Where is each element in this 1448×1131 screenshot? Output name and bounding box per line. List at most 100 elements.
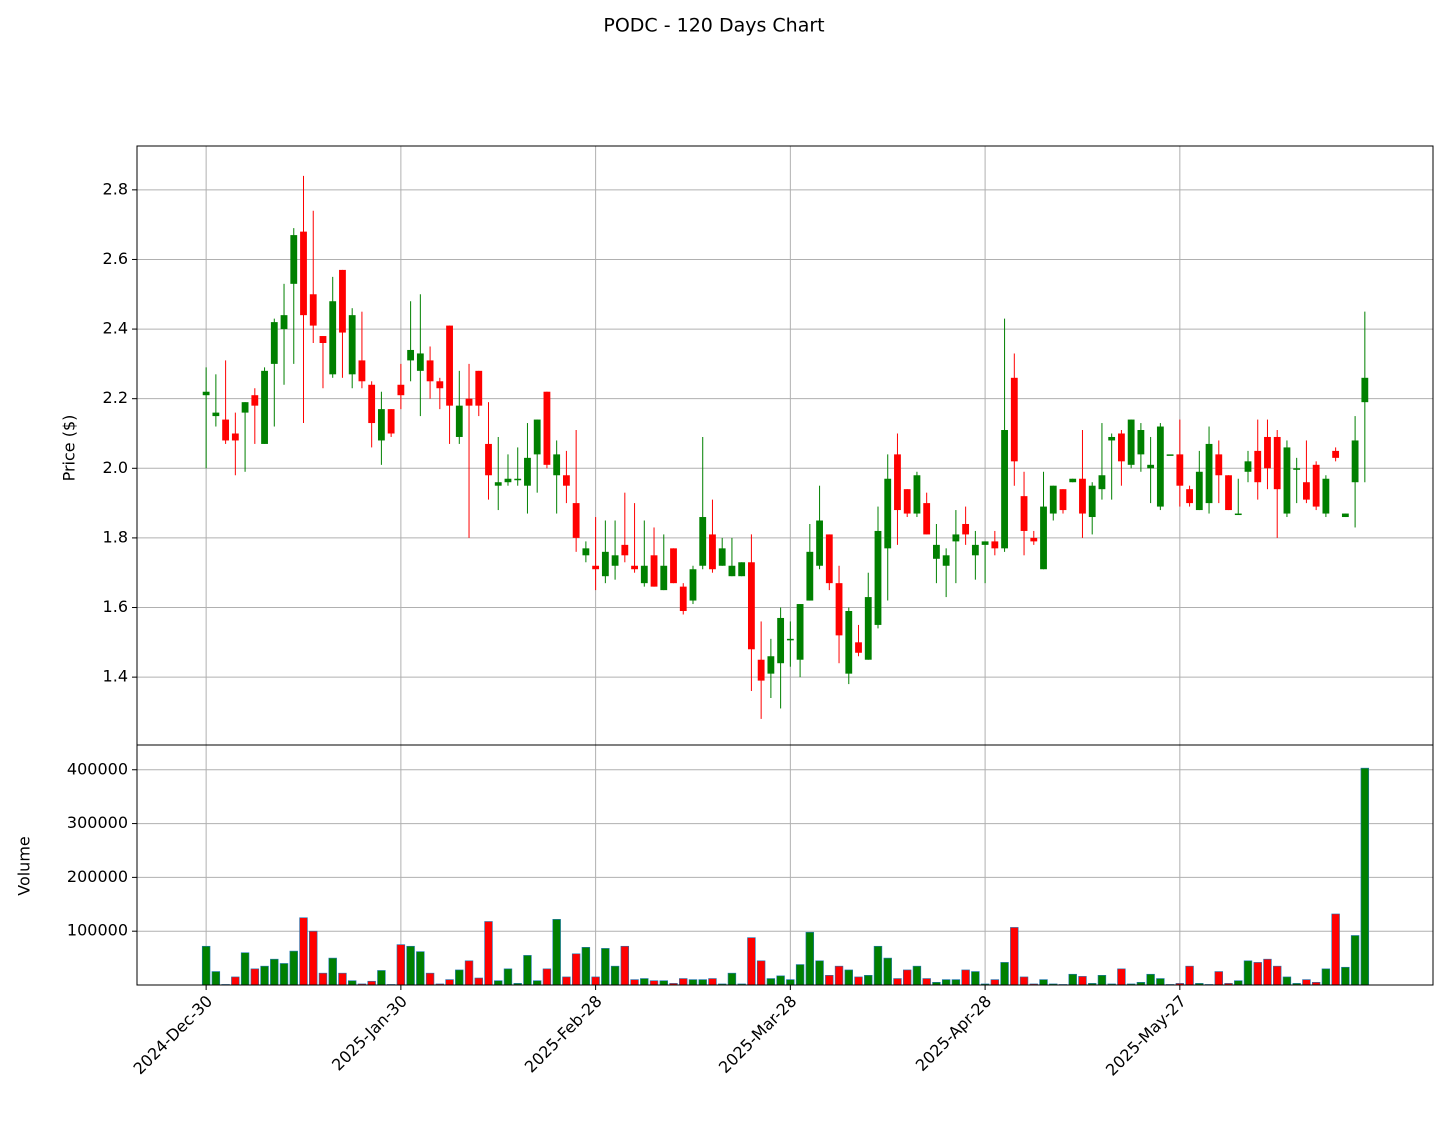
candle-body — [1283, 447, 1291, 514]
candle-body — [1010, 377, 1018, 462]
candle-body — [572, 503, 580, 538]
candle-body — [231, 433, 239, 441]
candle-body — [864, 597, 872, 660]
candle-body — [1049, 485, 1057, 514]
volume-bar — [1039, 979, 1048, 986]
volume-bar — [922, 978, 931, 986]
candle-body — [874, 530, 882, 625]
x-tick-label: 2025-May-27 — [1102, 992, 1190, 1080]
candle-body — [952, 534, 960, 542]
volume-bar — [971, 971, 980, 986]
x-tick-label: 2025-Jan-30 — [328, 992, 411, 1075]
volume-bar — [601, 948, 610, 986]
candle-body — [884, 478, 892, 549]
y-tick-label: 2.6 — [103, 249, 128, 268]
candle-body — [1108, 436, 1116, 441]
candle-body — [738, 562, 746, 577]
volume-bar — [396, 944, 406, 986]
volume-bar — [1234, 980, 1243, 986]
volume-bar — [776, 975, 785, 986]
volume-bar — [1243, 960, 1253, 986]
volume-bar — [864, 975, 873, 986]
volume-bar — [503, 968, 513, 986]
candle-body — [309, 294, 317, 326]
volume-bar — [679, 978, 688, 986]
candle-body — [933, 544, 940, 559]
volume-bar — [201, 945, 211, 986]
candle-body — [553, 454, 561, 476]
candle-body — [1030, 537, 1038, 542]
volume-bar — [445, 979, 454, 986]
candle-body — [416, 353, 424, 371]
volume-bar — [455, 969, 464, 986]
x-tick-label: 2025-Feb-28 — [521, 992, 606, 1077]
candle-body — [971, 544, 979, 556]
candle-body — [1079, 478, 1086, 514]
candle-body — [1166, 454, 1174, 456]
volume-bar — [990, 979, 1000, 986]
volume-bar — [1078, 976, 1087, 986]
chart-title: PODC - 120 Days Chart — [603, 15, 824, 37]
candle-body — [348, 315, 356, 375]
volume-bar — [747, 937, 756, 986]
volume-bar — [425, 972, 435, 986]
candle-body — [981, 541, 989, 545]
candle-body — [601, 551, 609, 577]
volume-bar — [347, 980, 357, 986]
candle-body — [1195, 471, 1203, 511]
candle-body — [1225, 475, 1232, 511]
volume-bar — [659, 980, 668, 986]
volume-bar — [1156, 978, 1165, 986]
volume-bar — [620, 945, 630, 986]
candle-body — [582, 548, 590, 556]
volume-bar — [289, 950, 298, 986]
volume-bar — [1350, 935, 1360, 986]
volume-bar — [630, 979, 639, 986]
volume-bar — [805, 931, 815, 986]
candle-body — [1244, 461, 1252, 472]
volume-bar — [532, 980, 542, 986]
volume-bar — [795, 964, 805, 986]
price-frame — [136, 145, 1434, 746]
volume-bar — [318, 972, 328, 986]
candle-body — [1322, 478, 1330, 514]
candle-body — [1118, 433, 1125, 462]
volume-bar — [1263, 958, 1272, 986]
volume-tick-label: 300000 — [67, 813, 128, 832]
volume-bar — [941, 979, 951, 986]
candle-body — [1361, 377, 1369, 403]
candle-body — [718, 548, 726, 566]
candle-body — [543, 391, 551, 465]
candle-body — [514, 478, 522, 481]
candle-body — [241, 402, 249, 413]
candle-body — [475, 370, 483, 406]
candle-body — [621, 544, 629, 556]
candle-body — [913, 475, 921, 514]
candle-body — [368, 384, 376, 424]
volume-bar — [1146, 973, 1155, 986]
y-axis-label: Price ($) — [60, 415, 79, 482]
volume-bar — [464, 960, 474, 986]
y-tick-label: 1.6 — [103, 597, 128, 616]
volume-bar — [961, 969, 970, 986]
volume-bar — [640, 978, 649, 986]
candle-body — [436, 381, 444, 389]
candle-body — [1147, 464, 1155, 469]
candle-body — [270, 322, 278, 364]
volume-bar — [649, 980, 659, 986]
volume-bar — [815, 960, 824, 986]
candle-body — [1127, 419, 1135, 465]
candle-body — [1312, 464, 1320, 507]
volume-bar — [571, 953, 581, 986]
volume-bar — [494, 980, 503, 986]
volume-bar — [610, 965, 620, 986]
y-tick-label: 2.2 — [103, 388, 128, 407]
volume-bar — [844, 969, 853, 986]
candle-body — [358, 360, 366, 382]
candle-body — [991, 541, 999, 549]
candle-body — [1341, 513, 1349, 518]
candle-body — [611, 555, 619, 566]
volume-bar — [299, 917, 308, 986]
volume-bar — [1253, 962, 1262, 986]
candle-body — [280, 315, 288, 330]
